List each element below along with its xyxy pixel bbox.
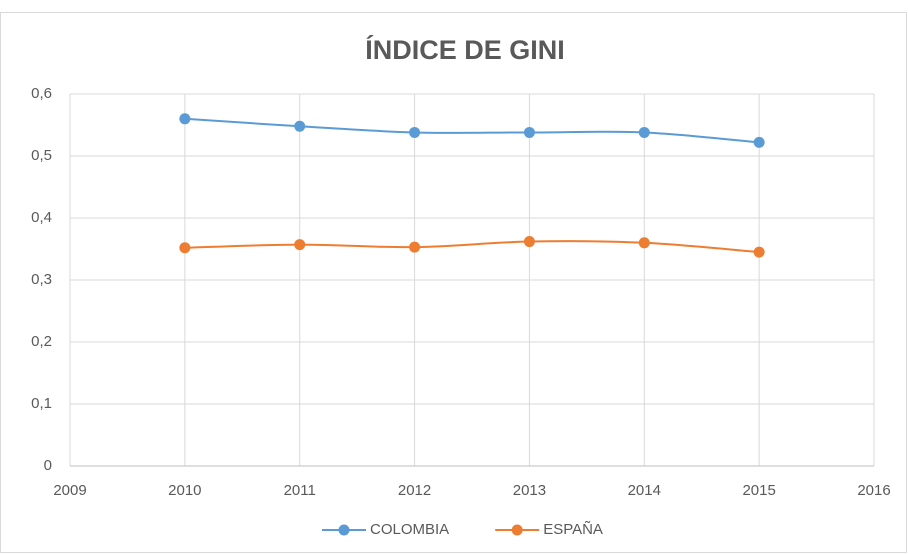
- y-tick-label: 0,4: [31, 209, 52, 226]
- legend-item: COLOMBIA: [322, 521, 449, 538]
- data-point: [753, 246, 765, 258]
- data-point: [409, 241, 421, 253]
- x-tick-label: 2014: [628, 482, 661, 499]
- legend-marker: [338, 524, 350, 536]
- data-point: [523, 236, 535, 248]
- x-tick-label: 2009: [53, 482, 86, 499]
- data-point: [294, 239, 306, 251]
- series-line: [184, 117, 760, 144]
- legend-marker: [511, 524, 523, 536]
- x-tick-label: 2011: [284, 482, 316, 499]
- data-point: [179, 113, 191, 125]
- x-tick-label: 2010: [168, 482, 201, 499]
- x-tick-label: 2016: [857, 482, 890, 499]
- x-tick-label: 2012: [398, 482, 431, 499]
- x-tick-label: 2013: [513, 482, 546, 499]
- y-tick-label: 0,6: [31, 85, 52, 102]
- data-point: [638, 237, 650, 249]
- data-point: [753, 136, 765, 148]
- y-tick-label: 0,2: [31, 333, 52, 350]
- data-point: [523, 126, 535, 138]
- series-line: [184, 240, 760, 254]
- chart-title: ÍNDICE DE GINI: [365, 34, 565, 65]
- legend-label: COLOMBIA: [370, 521, 449, 538]
- y-tick-label: 0: [44, 457, 52, 474]
- data-point: [179, 242, 191, 254]
- x-tick-label: 2015: [742, 482, 775, 499]
- y-tick-label: 0,5: [31, 147, 52, 164]
- legend-label: ESPAÑA: [543, 521, 603, 538]
- data-point: [294, 120, 306, 132]
- data-point: [409, 126, 421, 138]
- data-point: [638, 126, 650, 138]
- y-tick-label: 0,3: [31, 271, 52, 288]
- y-tick-label: 0,1: [31, 395, 52, 412]
- legend-item: ESPAÑA: [495, 521, 603, 538]
- chart-frame: [0, 12, 907, 553]
